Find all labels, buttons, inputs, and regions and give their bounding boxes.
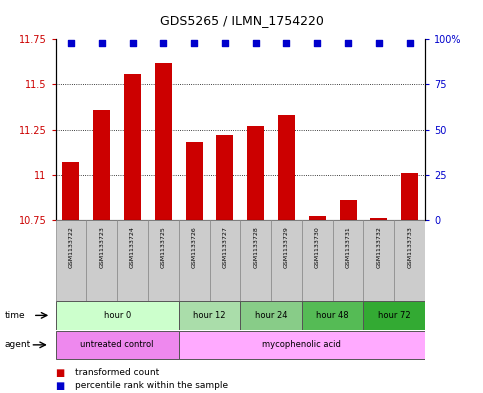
Text: agent: agent bbox=[5, 340, 31, 349]
Point bbox=[406, 40, 413, 46]
Point bbox=[313, 40, 321, 46]
Point bbox=[283, 40, 290, 46]
Text: percentile rank within the sample: percentile rank within the sample bbox=[75, 382, 228, 390]
Text: untreated control: untreated control bbox=[80, 340, 154, 349]
Text: hour 48: hour 48 bbox=[316, 311, 349, 320]
Text: GSM1133722: GSM1133722 bbox=[69, 226, 73, 268]
Bar bbox=[124, 73, 141, 220]
Bar bbox=[370, 218, 387, 220]
Point bbox=[221, 40, 229, 46]
Text: GSM1133731: GSM1133731 bbox=[345, 226, 351, 268]
Text: GDS5265 / ILMN_1754220: GDS5265 / ILMN_1754220 bbox=[159, 14, 324, 27]
FancyBboxPatch shape bbox=[148, 220, 179, 301]
Bar bbox=[62, 162, 79, 220]
Text: hour 0: hour 0 bbox=[103, 311, 131, 320]
FancyBboxPatch shape bbox=[56, 220, 86, 301]
Point bbox=[159, 40, 167, 46]
FancyBboxPatch shape bbox=[364, 301, 425, 329]
Text: mycophenolic acid: mycophenolic acid bbox=[262, 340, 341, 349]
Bar bbox=[185, 142, 202, 220]
Bar bbox=[340, 200, 356, 220]
FancyBboxPatch shape bbox=[56, 331, 179, 359]
FancyBboxPatch shape bbox=[240, 301, 302, 329]
Text: GSM1133725: GSM1133725 bbox=[161, 226, 166, 268]
Text: hour 72: hour 72 bbox=[378, 311, 411, 320]
Text: GSM1133726: GSM1133726 bbox=[192, 226, 197, 268]
Text: GSM1133730: GSM1133730 bbox=[315, 226, 320, 268]
FancyBboxPatch shape bbox=[364, 220, 394, 301]
Point bbox=[67, 40, 75, 46]
Point bbox=[190, 40, 198, 46]
Text: GSM1133732: GSM1133732 bbox=[376, 226, 382, 268]
Text: GSM1133733: GSM1133733 bbox=[407, 226, 412, 268]
Text: transformed count: transformed count bbox=[75, 368, 159, 377]
Text: GSM1133728: GSM1133728 bbox=[253, 226, 258, 268]
FancyBboxPatch shape bbox=[210, 220, 240, 301]
Text: GSM1133727: GSM1133727 bbox=[222, 226, 227, 268]
FancyBboxPatch shape bbox=[117, 220, 148, 301]
Bar bbox=[309, 217, 326, 220]
Text: time: time bbox=[5, 311, 26, 320]
Bar bbox=[93, 110, 110, 220]
Point bbox=[98, 40, 106, 46]
FancyBboxPatch shape bbox=[86, 220, 117, 301]
FancyBboxPatch shape bbox=[179, 220, 210, 301]
Bar bbox=[155, 63, 172, 220]
FancyBboxPatch shape bbox=[394, 220, 425, 301]
Text: ■: ■ bbox=[56, 381, 65, 391]
Point bbox=[128, 40, 136, 46]
FancyBboxPatch shape bbox=[56, 301, 179, 329]
Bar bbox=[278, 115, 295, 220]
Point bbox=[344, 40, 352, 46]
Point bbox=[375, 40, 383, 46]
FancyBboxPatch shape bbox=[240, 220, 271, 301]
FancyBboxPatch shape bbox=[271, 220, 302, 301]
Text: GSM1133729: GSM1133729 bbox=[284, 226, 289, 268]
FancyBboxPatch shape bbox=[179, 331, 425, 359]
Text: GSM1133724: GSM1133724 bbox=[130, 226, 135, 268]
Bar bbox=[247, 126, 264, 220]
Text: ■: ■ bbox=[56, 367, 65, 378]
FancyBboxPatch shape bbox=[179, 301, 240, 329]
FancyBboxPatch shape bbox=[302, 220, 333, 301]
Bar bbox=[216, 135, 233, 220]
Text: hour 12: hour 12 bbox=[193, 311, 226, 320]
FancyBboxPatch shape bbox=[302, 301, 364, 329]
Point bbox=[252, 40, 259, 46]
Text: hour 24: hour 24 bbox=[255, 311, 287, 320]
Bar bbox=[401, 173, 418, 220]
FancyBboxPatch shape bbox=[333, 220, 364, 301]
Text: GSM1133723: GSM1133723 bbox=[99, 226, 104, 268]
